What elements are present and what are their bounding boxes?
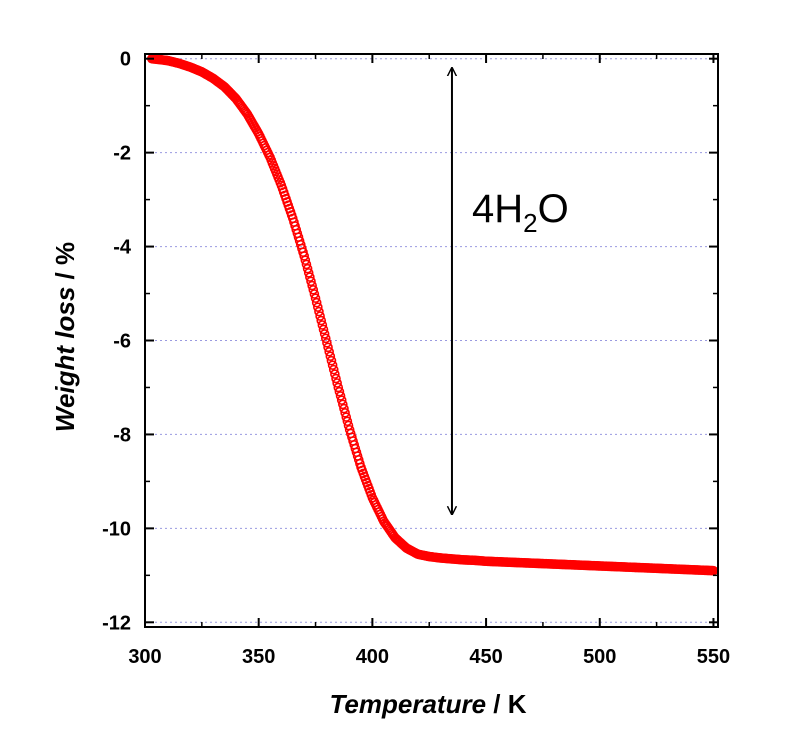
- data-point: [342, 416, 353, 427]
- data-point: [308, 284, 319, 295]
- data-point: [331, 373, 341, 384]
- data-point: [322, 338, 332, 348]
- data-point: [316, 315, 327, 326]
- y-tick-label: -12: [102, 612, 131, 634]
- data-point: [315, 311, 325, 321]
- axis-ticks: [144, 54, 718, 627]
- data-point: [328, 364, 339, 375]
- data-point: [305, 272, 315, 282]
- data-point: [302, 263, 313, 274]
- y-tick-label: -10: [102, 518, 131, 540]
- data-point: [317, 320, 328, 330]
- y-tick-label: -2: [113, 143, 131, 165]
- data-point: [311, 297, 322, 308]
- data-point: [340, 408, 350, 418]
- y-tick-label: 0: [120, 49, 131, 71]
- data-point: [307, 280, 317, 291]
- data-point: [299, 251, 309, 261]
- data-point: [339, 403, 349, 414]
- data-point: [314, 306, 324, 317]
- data-series: [147, 53, 719, 576]
- data-point: [327, 360, 338, 370]
- data-point: [333, 382, 344, 393]
- data-point: [310, 293, 321, 304]
- data-point: [335, 391, 346, 401]
- data-point: [318, 324, 329, 335]
- data-point: [338, 399, 348, 410]
- data-point: [319, 329, 330, 339]
- y-tick-label: -6: [113, 331, 131, 353]
- data-point: [300, 255, 311, 265]
- y-tick-labels: 0 -2 -4 -6 -8 -10 -12: [102, 49, 132, 635]
- data-point: [330, 369, 340, 379]
- x-tick-label: 300: [128, 646, 161, 668]
- data-point: [326, 355, 337, 366]
- data-point: [320, 333, 331, 344]
- data-point: [303, 268, 314, 278]
- data-point: [332, 378, 342, 388]
- x-tick-label: 350: [242, 646, 275, 668]
- data-point: [301, 259, 312, 270]
- x-tick-label: 400: [356, 646, 389, 668]
- data-point: [323, 342, 333, 353]
- y-axis-title: Weight loss / %: [50, 242, 80, 432]
- x-tick-label: 500: [583, 646, 616, 668]
- x-tick-label: 450: [469, 646, 502, 668]
- data-point: [324, 346, 334, 357]
- y-tick-label: -4: [113, 237, 132, 259]
- water-loss-label: 4H2O: [472, 187, 569, 238]
- gridlines: [145, 58, 718, 623]
- x-axis-title: Temperature / K: [330, 689, 527, 719]
- y-tick-label: -8: [113, 424, 131, 446]
- data-point: [341, 412, 352, 422]
- data-point: [325, 351, 336, 362]
- data-point: [336, 395, 347, 405]
- data-point: [313, 302, 323, 312]
- data-point: [334, 386, 345, 397]
- x-tick-label: 550: [697, 646, 730, 668]
- data-point: [306, 276, 316, 287]
- data-point: [309, 289, 320, 299]
- x-tick-labels: 300 350 400 450 500 550: [128, 646, 730, 668]
